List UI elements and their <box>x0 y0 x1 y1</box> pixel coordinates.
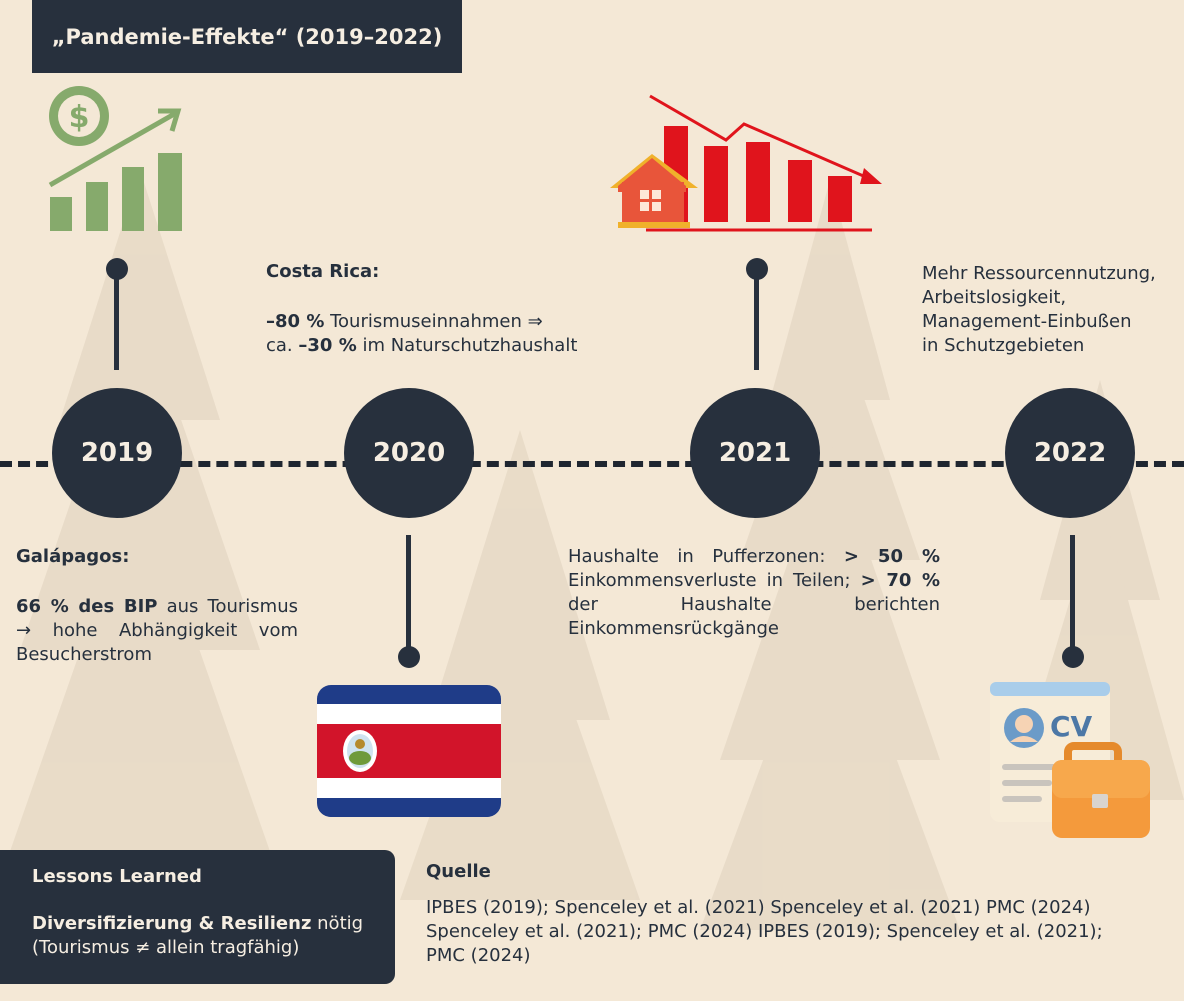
page-title: „Pandemie-Effekte“ (2019–2022) <box>32 0 462 73</box>
year-2022-circle: 2022 <box>1005 388 1135 518</box>
year-2021-circle: 2021 <box>690 388 820 518</box>
resources-text: Mehr Ressourcennutzung, Arbeitslosigkeit… <box>922 262 1184 358</box>
costa-rica-bold2: –30 % <box>298 335 357 356</box>
connector-stem-2019 <box>114 270 119 370</box>
lessons-learned-box: Lessons Learned Diversifizierung & Resil… <box>0 850 395 984</box>
cv-briefcase-icon: CV <box>990 682 1150 838</box>
resources-line2: Arbeitslosigkeit, <box>922 287 1067 308</box>
galapagos-heading: Galápagos: <box>16 546 130 567</box>
connector-stem-2020 <box>406 535 411 657</box>
connector-dot-2021 <box>746 258 768 280</box>
costa-rica-line1: –80 % Tourismuseinnahmen ⇒ <box>266 310 626 334</box>
lessons-title: Lessons Learned <box>32 866 202 887</box>
connector-dot-2019 <box>106 258 128 280</box>
lessons-rest: nötig (Tourismus ≠ allein tragfähig) <box>32 913 364 958</box>
costa-rica-block: Costa Rica: –80 % Tourismuseinnahmen ⇒ c… <box>266 260 626 358</box>
households-mid: Einkommensverluste in Teilen; <box>568 570 861 591</box>
connector-stem-2021 <box>754 270 759 370</box>
resources-line3: Management-Einbußen <box>922 311 1132 332</box>
households-bold1: > 50 % <box>843 546 940 567</box>
year-2019-circle: 2019 <box>52 388 182 518</box>
resources-line4: in Schutzgebieten <box>922 335 1085 356</box>
costa-rica-heading: Costa Rica: <box>266 261 380 282</box>
timeline-line <box>0 461 1184 467</box>
costa-rica-bold1: –80 % <box>266 311 325 332</box>
galapagos-text: 66 % des BIP aus Tourismus → hohe Abhäng… <box>16 595 298 667</box>
households-rest: der Haushalte berichten Einkommensrückgä… <box>568 594 940 639</box>
resources-line1: Mehr Ressourcennutzung, <box>922 263 1156 284</box>
costa-rica-line2: ca. –30 % im Naturschutzhaushalt <box>266 334 626 358</box>
costa-rica-pre2: ca. <box>266 335 299 356</box>
money-growth-chart-icon: $ <box>48 86 182 231</box>
house-decline-chart-icon <box>610 94 882 232</box>
connector-dot-2020 <box>398 646 420 668</box>
galapagos-rest2: → hohe Abhängigkeit vom Besucherstrom <box>16 620 298 665</box>
galapagos-rest1: aus Tourismus <box>157 596 298 617</box>
galapagos-bold: 66 % des BIP <box>16 596 158 617</box>
costa-rica-rest2: im Naturschutzhaushalt <box>356 335 578 356</box>
svg-text:$: $ <box>69 100 90 135</box>
households-bold2: > 70 % <box>860 570 940 591</box>
households-pre: Haushalte in Pufferzonen: <box>568 546 844 567</box>
lessons-bold: Diversifizierung & Resilienz <box>32 913 312 934</box>
lessons-body: Diversifizierung & Resilienz nötig (Tour… <box>32 912 382 960</box>
source-text: IPBES (2019); Spenceley et al. (2021) Sp… <box>426 897 1103 966</box>
year-2020-circle: 2020 <box>344 388 474 518</box>
costa-rica-flag-icon <box>317 685 501 817</box>
households-text: Haushalte in Pufferzonen: > 50 % Einkomm… <box>568 545 940 641</box>
svg-text:CV: CV <box>1050 710 1093 743</box>
source-title: Quelle <box>426 861 491 882</box>
connector-stem-2022 <box>1070 535 1075 657</box>
costa-rica-rest1: Tourismuseinnahmen ⇒ <box>324 311 543 332</box>
galapagos-block: Galápagos: 66 % des BIP aus Tourismus → … <box>16 545 298 667</box>
connector-dot-2022 <box>1062 646 1084 668</box>
